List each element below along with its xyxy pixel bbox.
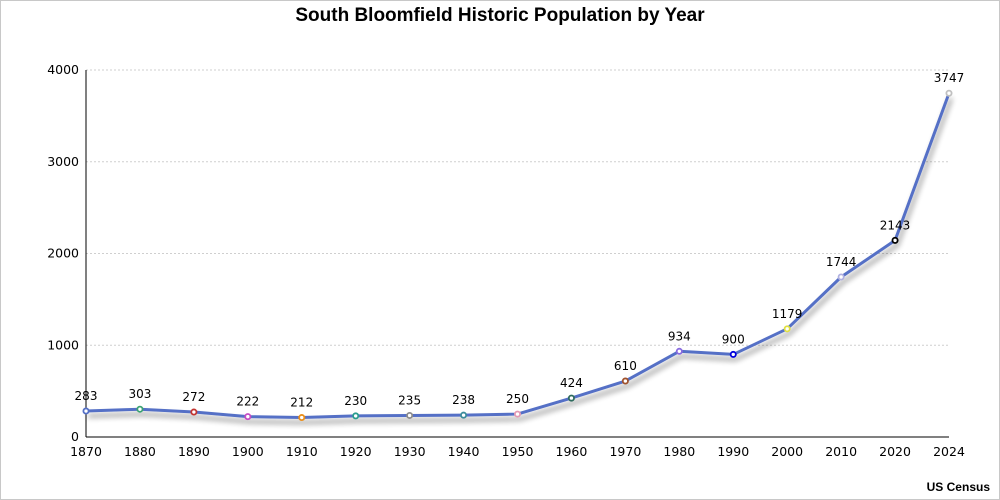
data-point[interactable] xyxy=(621,377,629,385)
x-tick-label: 1950 xyxy=(502,444,534,459)
data-label: 1179 xyxy=(772,307,803,321)
x-tick-label: 1990 xyxy=(717,444,749,459)
x-tick-label: 1910 xyxy=(286,444,318,459)
data-label: 235 xyxy=(398,393,421,407)
data-label: 272 xyxy=(182,390,205,404)
data-label: 2143 xyxy=(880,218,911,232)
data-label: 222 xyxy=(236,395,259,409)
data-point[interactable] xyxy=(82,407,90,415)
data-label: 212 xyxy=(290,396,313,410)
data-point[interactable] xyxy=(406,411,414,419)
x-tick-label: 1970 xyxy=(609,444,641,459)
data-label: 424 xyxy=(560,376,583,390)
axes: 0 1000 2000 3000 4000 1870 1880 1890 1900 1910 192… xyxy=(47,62,965,459)
data-label: 283 xyxy=(75,389,98,403)
x-tick-label: 1870 xyxy=(70,444,102,459)
data-label: 1744 xyxy=(826,255,857,269)
data-point[interactable] xyxy=(460,411,468,419)
data-point[interactable] xyxy=(729,350,737,358)
data-point[interactable] xyxy=(136,405,144,413)
data-label: 238 xyxy=(452,393,475,407)
data-point[interactable] xyxy=(783,325,791,333)
data-point[interactable] xyxy=(244,413,252,421)
y-tick-label: 3000 xyxy=(47,154,79,169)
data-label: 934 xyxy=(668,329,691,343)
grid-lines xyxy=(86,69,949,346)
x-tick-label: 2000 xyxy=(771,444,803,459)
series-population xyxy=(82,89,953,422)
data-point[interactable] xyxy=(190,408,198,416)
data-label: 3747 xyxy=(934,71,965,85)
x-tick-label: 1940 xyxy=(448,444,480,459)
data-point[interactable] xyxy=(891,236,899,244)
x-tick-label: 1980 xyxy=(663,444,695,459)
x-tick-label: 2010 xyxy=(825,444,857,459)
data-point[interactable] xyxy=(352,412,360,420)
series-line xyxy=(85,92,951,420)
data-label: 303 xyxy=(128,387,151,401)
source-label: US Census xyxy=(926,480,990,494)
x-tick-label: 1880 xyxy=(124,444,156,459)
chart-title: South Bloomfield Historic Population by … xyxy=(295,5,705,26)
y-tick-label: 4000 xyxy=(47,62,79,77)
data-point[interactable] xyxy=(945,89,953,97)
x-tick-label: 2024 xyxy=(933,444,965,459)
data-labels: 283 303 272 222 212 230 235 238 250 424 610 934 900 1… xyxy=(75,71,965,409)
x-tick-label: 1930 xyxy=(394,444,426,459)
y-tick-label: 2000 xyxy=(47,246,79,261)
data-point[interactable] xyxy=(298,414,306,422)
x-tick-label: 1920 xyxy=(340,444,372,459)
x-tick-label: 1960 xyxy=(556,444,588,459)
y-tick-label: 0 xyxy=(71,429,79,444)
data-point[interactable] xyxy=(514,410,522,418)
data-label: 610 xyxy=(614,359,637,373)
x-tick-label: 2020 xyxy=(879,444,911,459)
data-label: 250 xyxy=(506,392,529,406)
data-label: 900 xyxy=(722,332,745,346)
x-tick-label: 1900 xyxy=(232,444,264,459)
x-tick-label: 1890 xyxy=(178,444,210,459)
y-tick-label: 1000 xyxy=(47,337,79,352)
data-point[interactable] xyxy=(837,273,845,281)
data-point[interactable] xyxy=(567,394,575,402)
data-point[interactable] xyxy=(675,347,683,355)
data-label: 230 xyxy=(344,394,367,408)
